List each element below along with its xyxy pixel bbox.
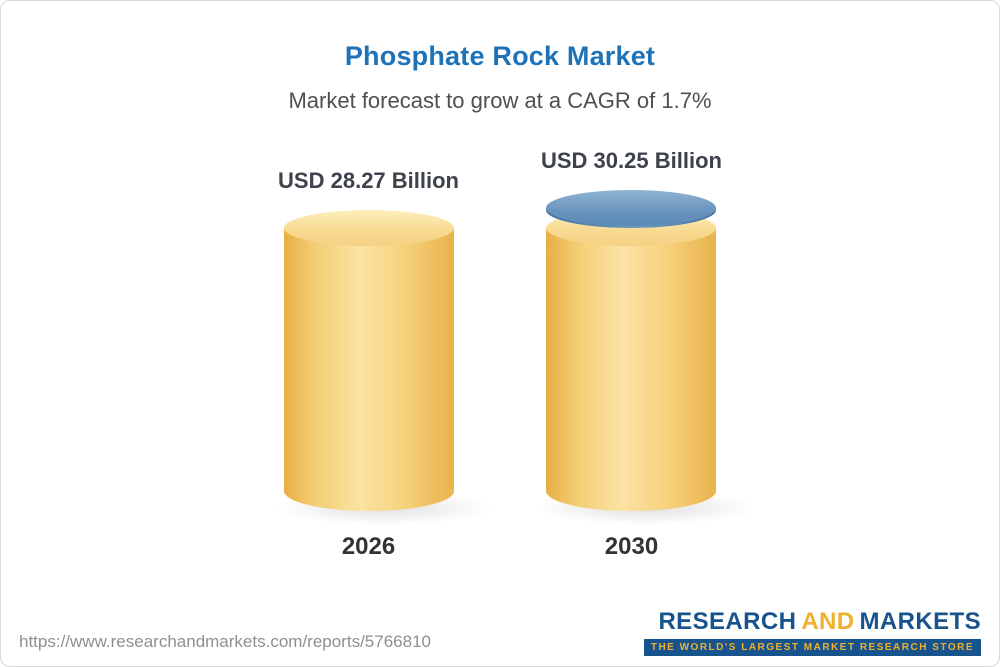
value-label-2026: USD 28.27 Billion [278, 168, 459, 193]
year-label-2026: 2026 [341, 533, 396, 560]
cylinder-body [546, 228, 717, 511]
brand-tagline: THE WORLD'S LARGEST MARKET RESEARCH STOR… [643, 639, 981, 656]
chart-subtitle: Market forecast to grow at a CAGR of 1.7… [288, 88, 712, 113]
brand-word-and: AND [801, 608, 855, 635]
header: Phosphate Rock Market Market forecast to… [1, 1, 999, 114]
brand-word-research: RESEARCH [658, 608, 797, 635]
bar-group-2026: USD 28.27 Billion 2026 [273, 168, 495, 561]
brand-logo: RESEARCH AND MARKETS THE WORLD'S LARGEST M… [643, 608, 981, 656]
cylinder-2030 [536, 190, 758, 525]
growth-cap-top-ellipse [546, 190, 717, 226]
year-label-2030: 2030 [604, 533, 659, 560]
brand-word-markets: MARKETS [859, 608, 981, 635]
cylinder-2026 [273, 210, 495, 525]
value-label-2030: USD 30.25 Billion [541, 148, 722, 173]
chart-title: Phosphate Rock Market [344, 41, 656, 71]
report-url[interactable]: https://www.researchandmarkets.com/repor… [19, 632, 431, 651]
bar-group-2030: USD 30.25 Billion 2030 [536, 148, 758, 561]
cylinder-body [283, 228, 454, 511]
chart-area: USD 28.27 Billion 2026 USD 30.25 Billion… [1, 148, 999, 561]
growth-cap [546, 190, 717, 228]
brand-wordmark: RESEARCH AND MARKETS [644, 608, 981, 636]
cylinder-top-ellipse [283, 210, 454, 246]
